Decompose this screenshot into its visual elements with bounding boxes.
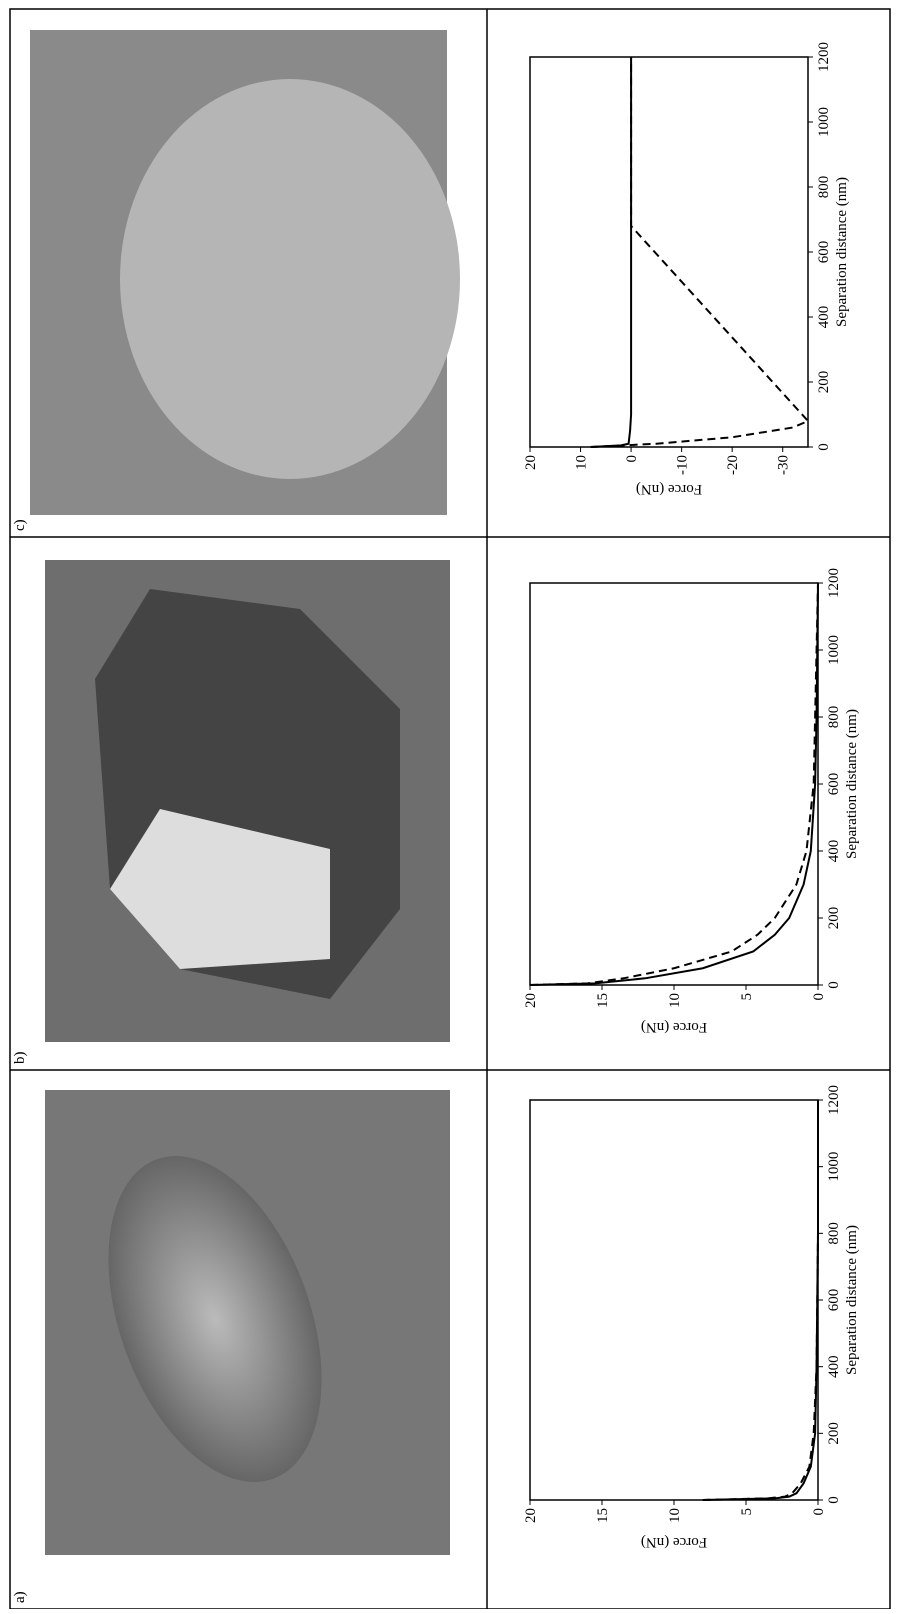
y-tick-label: 0: [811, 1508, 827, 1516]
y-tick-label: 0: [624, 455, 640, 463]
y-tick-label: 0: [811, 993, 827, 1001]
x-tick-label: 800: [826, 706, 842, 729]
x-tick-label: 200: [826, 1422, 842, 1445]
plot-frame: [530, 57, 808, 447]
panel-label: c): [12, 519, 28, 531]
y-tick-label: -20: [725, 455, 741, 475]
x-tick-label: 600: [816, 241, 832, 264]
x-tick-label: 400: [816, 306, 832, 329]
y-tick-label: 20: [523, 1508, 539, 1523]
y-axis-label: Force (nN): [641, 1019, 707, 1035]
x-tick-label: 800: [816, 176, 832, 199]
rotated-figure: a)02004006008001000120005101520Separatio…: [10, 9, 890, 1609]
force-curve: [591, 57, 808, 447]
x-tick-label: 1200: [816, 42, 832, 72]
y-tick-label: 10: [667, 993, 683, 1008]
x-tick-label: 200: [826, 907, 842, 930]
y-tick-label: 15: [595, 1508, 611, 1523]
force-curve: [591, 57, 631, 447]
x-axis-label: Separation distance (nm): [834, 177, 850, 327]
x-tick-label: 200: [816, 371, 832, 394]
x-tick-label: 800: [826, 1222, 842, 1245]
force-curve: [530, 583, 818, 985]
x-tick-label: 1200: [826, 1085, 842, 1115]
y-axis-label: Force (nN): [641, 1534, 707, 1550]
force-curve: [703, 1100, 818, 1500]
x-tick-label: 1000: [826, 1152, 842, 1182]
y-tick-label: -10: [675, 455, 691, 475]
x-tick-label: 1000: [816, 107, 832, 137]
x-tick-label: 600: [826, 1289, 842, 1312]
y-tick-label: 5: [739, 1508, 755, 1516]
y-tick-label: -30: [776, 455, 792, 475]
x-axis-label: Separation distance (nm): [844, 709, 860, 859]
x-axis-label: Separation distance (nm): [844, 1225, 860, 1375]
x-tick-label: 0: [826, 981, 842, 989]
panel-label: b): [12, 1052, 28, 1065]
figure: a)02004006008001000120005101520Separatio…: [0, 0, 898, 1609]
panel-label: a): [12, 1591, 28, 1603]
y-tick-label: 20: [523, 455, 539, 470]
y-tick-label: 10: [667, 1508, 683, 1523]
x-tick-label: 0: [826, 1496, 842, 1504]
y-tick-label: 15: [595, 993, 611, 1008]
x-tick-label: 0: [816, 443, 832, 451]
force-curve: [703, 1100, 818, 1500]
y-tick-label: 5: [739, 993, 755, 1001]
micrograph-particle: [120, 79, 460, 479]
force-curve: [530, 583, 818, 985]
x-tick-label: 1000: [826, 635, 842, 665]
x-tick-label: 1200: [826, 568, 842, 598]
y-tick-label: 10: [574, 455, 590, 470]
y-axis-label: Force (nN): [636, 481, 702, 497]
plot-frame: [530, 583, 818, 985]
x-tick-label: 400: [826, 840, 842, 863]
y-tick-label: 20: [523, 993, 539, 1008]
x-tick-label: 400: [826, 1355, 842, 1378]
plot-frame: [530, 1100, 818, 1500]
x-tick-label: 600: [826, 773, 842, 796]
